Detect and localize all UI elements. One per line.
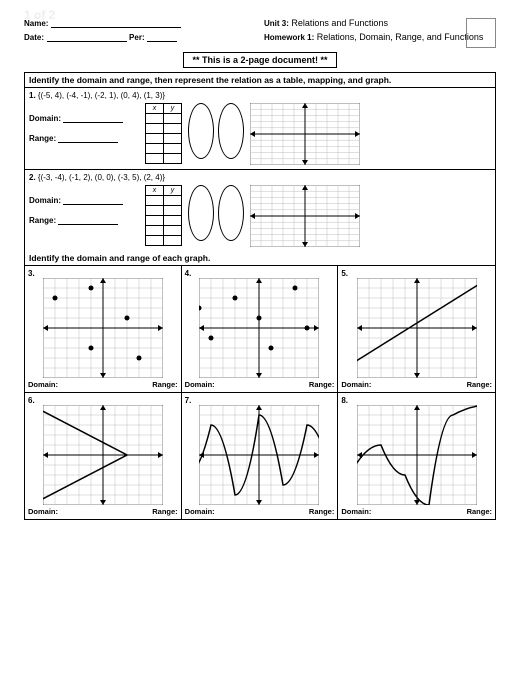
header: Name: Date: Per: Unit 3: Relations and F…	[24, 18, 496, 46]
hw-text: Relations, Domain, Range, and Functions	[314, 32, 483, 42]
mapping-ovals	[188, 103, 244, 159]
page-indicator: 1 of 2	[24, 8, 55, 22]
score-box	[466, 18, 496, 48]
graph	[341, 405, 492, 505]
mini-grid	[250, 185, 360, 247]
graph	[28, 278, 178, 378]
graph	[28, 405, 178, 505]
name-field[interactable]	[51, 18, 181, 28]
problem-number: 5.	[341, 269, 492, 278]
graph	[185, 278, 335, 378]
hw-prefix: Homework 1:	[264, 33, 314, 42]
unit-prefix: Unit 3:	[264, 19, 289, 28]
date-label: Date:	[24, 33, 44, 42]
per-field[interactable]	[147, 32, 177, 42]
per-label: Per:	[129, 33, 145, 42]
worksheet: Identify the domain and range, then repr…	[24, 72, 496, 520]
section1-title: Identify the domain and range, then repr…	[25, 73, 495, 88]
mapping-ovals	[188, 185, 244, 241]
xy-table: xy	[145, 185, 182, 246]
mini-grid	[250, 103, 360, 165]
date-field[interactable]	[47, 32, 127, 42]
graph	[341, 278, 492, 378]
section2-title: Identify the domain and range of each gr…	[25, 251, 495, 266]
xy-table: xy	[145, 103, 182, 164]
problem-number: 7.	[185, 396, 335, 405]
problem-number: 6.	[28, 396, 178, 405]
banner: ** This is a 2-page document! **	[183, 52, 336, 68]
problem-number: 3.	[28, 269, 178, 278]
problem-number: 8.	[341, 396, 492, 405]
graph	[185, 405, 335, 505]
problem-number: 4.	[185, 269, 335, 278]
unit-text: Relations and Functions	[289, 18, 388, 28]
